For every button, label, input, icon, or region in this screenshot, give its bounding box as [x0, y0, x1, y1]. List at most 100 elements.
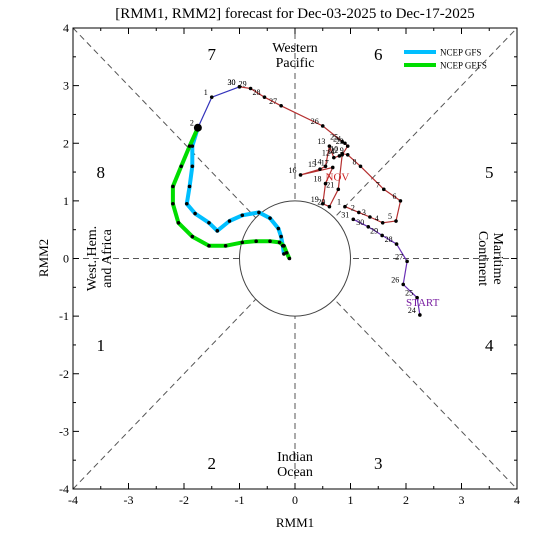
- observed-day-label: 27: [269, 97, 277, 106]
- phase-label-8: 8: [97, 163, 106, 182]
- observed-day-label: 29: [370, 226, 378, 235]
- legend: NCEP GFS NCEP GEFS: [404, 48, 487, 71]
- observed-day-label: 3: [362, 208, 366, 217]
- phase-label-5: 5: [485, 163, 494, 182]
- observed-day-label: 22: [330, 146, 338, 155]
- y-tick-label: 1: [63, 194, 69, 208]
- observed-day-label: 11: [328, 147, 336, 156]
- observed-point: [340, 152, 344, 157]
- region-label-west-hem-africa: West. Hem.and Africa: [85, 226, 115, 291]
- observed-day-label: 26: [311, 117, 319, 126]
- observed-line-red-month: [239, 86, 402, 224]
- forecast-point: [179, 164, 184, 169]
- observed-point: [394, 242, 399, 246]
- observed-day-label: 16: [289, 166, 297, 175]
- chart-title: [RMM1, RMM2] forecast for Dec-03-2025 to…: [115, 6, 475, 22]
- region-label-line: Maritime: [490, 232, 505, 284]
- forecast-point: [276, 226, 281, 231]
- forecast-point: [257, 210, 261, 215]
- observed-day-label: 31: [341, 210, 349, 219]
- observed-point: [380, 220, 385, 225]
- forecast-point: [240, 240, 245, 245]
- forecast-point: [171, 184, 175, 189]
- forecast-point: [187, 144, 192, 148]
- phase-label-3: 3: [374, 454, 383, 473]
- observed-day-label: 21: [326, 180, 334, 189]
- x-tick-label: -4: [68, 493, 78, 507]
- x-axis-label: RMM1: [276, 515, 314, 530]
- y-tick-label: 2: [63, 136, 69, 150]
- observed-point: [418, 313, 422, 317]
- y-tick-label: -3: [59, 424, 69, 438]
- region-label-maritime-continent: MaritimeContinent: [475, 231, 505, 286]
- region-label-line: Pacific: [276, 56, 315, 71]
- unit-circle: [239, 200, 351, 317]
- observed-day-label: 7: [376, 180, 380, 189]
- observed-day-label: 20: [317, 198, 325, 207]
- observed-day-label: 4: [375, 214, 379, 223]
- observed-day-label: 26: [391, 275, 399, 284]
- forecast-line-ncep-gefs: [170, 126, 292, 260]
- forecast-point: [193, 211, 197, 216]
- observed-day-label: 24: [333, 134, 341, 143]
- observed-point: [336, 187, 341, 192]
- month-labels: START NOV: [326, 172, 440, 309]
- observed-day-label: 15: [308, 160, 316, 169]
- observed-day-label: 17: [321, 158, 329, 167]
- observed-point: [340, 139, 344, 144]
- forecast-point: [268, 216, 272, 220]
- x-tick-label: 0: [292, 493, 298, 507]
- region-label-line: Western: [272, 41, 318, 56]
- region-label-indian-ocean: Indian Ocean: [277, 450, 313, 480]
- legend-label: NCEP GEFS: [440, 61, 487, 71]
- forecast-point: [207, 220, 211, 225]
- forecast-point: [284, 250, 289, 255]
- observed-day-label: 8: [352, 157, 356, 166]
- x-tick-label: 1: [348, 493, 354, 507]
- month-label-nov: NOV: [326, 172, 350, 184]
- region-label-line: Continent: [475, 231, 490, 286]
- observed-point: [366, 225, 371, 229]
- observed-day-label: 30: [356, 218, 364, 227]
- observed-point: [262, 95, 267, 99]
- forecast-point: [282, 244, 286, 248]
- forecast-point: [227, 219, 232, 223]
- forecast-point: [282, 252, 286, 256]
- x-tick-label: -2: [179, 493, 189, 507]
- forecast-point: [279, 234, 283, 239]
- phase-label-4: 4: [485, 336, 494, 355]
- forecast-point: [187, 184, 192, 189]
- forecast-point: [190, 164, 195, 169]
- forecast-tracks: [170, 123, 292, 261]
- observed-point: [332, 155, 336, 160]
- forecast-point: [223, 244, 228, 248]
- observed-day-label: 6: [392, 192, 396, 201]
- observed-day-label: 28: [252, 88, 260, 97]
- observed-point: [298, 173, 303, 177]
- observed-point: [380, 233, 384, 238]
- legend-label: NCEP GFS: [440, 48, 481, 58]
- forecast-point: [287, 256, 292, 261]
- forecast-line-ncep-gfs: [184, 127, 286, 255]
- observed-day-label: 30: [228, 78, 236, 87]
- y-tick-label: 0: [63, 252, 69, 266]
- observed-day-label: 13: [317, 137, 325, 146]
- observed-day-label: 28: [385, 235, 393, 244]
- x-tick-label: 2: [403, 493, 409, 507]
- observed-point: [394, 219, 398, 223]
- observed-day-label: 5: [388, 212, 392, 221]
- observed-day-label: 12: [322, 149, 330, 158]
- region-label-line: and Africa: [100, 228, 115, 287]
- observed-point: [320, 124, 325, 128]
- forecast-point: [254, 239, 258, 244]
- forecast-start-marker: [193, 123, 202, 132]
- x-tick-label: -3: [124, 493, 134, 507]
- observed-point: [323, 164, 328, 169]
- observed-point: [318, 167, 322, 171]
- observed-day-label: 1: [204, 88, 208, 97]
- forecast-point: [215, 229, 220, 233]
- y-tick-label: 3: [63, 79, 69, 93]
- observed-point: [351, 217, 356, 222]
